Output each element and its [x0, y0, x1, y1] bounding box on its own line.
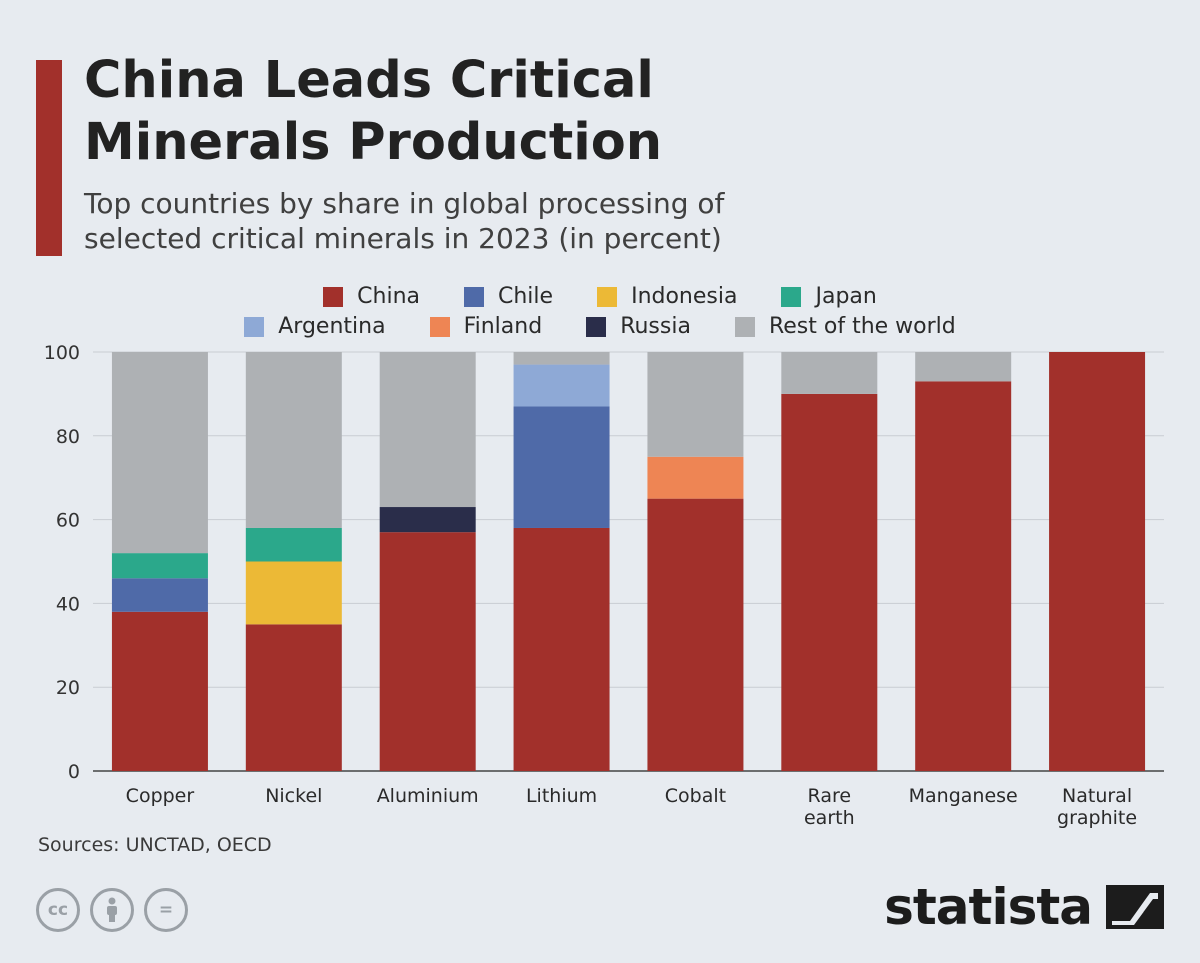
legend-item-china: China: [323, 284, 420, 309]
bar-segment: [781, 393, 878, 771]
legend-row-1: China Chile Indonesia Japan: [0, 284, 1200, 309]
legend-item-russia: Russia: [586, 314, 691, 339]
subtitle-line-2: selected critical minerals in 2023 (in p…: [84, 222, 722, 255]
legend-item-chile: Chile: [464, 284, 553, 309]
bar-segment: [245, 561, 342, 625]
legend-swatch: [464, 286, 484, 307]
statista-logo-icon: [1106, 885, 1164, 929]
bar-segment: [111, 553, 208, 579]
page-subtitle: Top countries by share in global process…: [84, 186, 1164, 256]
bar-segment: [245, 352, 342, 528]
bar-segment: [647, 456, 744, 499]
title-line-2: Minerals Production: [84, 113, 663, 172]
x-tick-label: graphite: [1057, 807, 1137, 829]
attribution-icon[interactable]: [90, 888, 134, 932]
legend-label: Chile: [498, 284, 554, 309]
y-tick-label: 40: [56, 593, 80, 615]
bar-segment: [379, 532, 476, 771]
legend-label: Finland: [463, 314, 543, 339]
legend-swatch: [781, 286, 802, 307]
legend-label: Japan: [815, 284, 877, 309]
x-tick-label: Natural: [1062, 785, 1132, 807]
legend-item-argentina: Argentina: [244, 314, 386, 339]
legend-swatch: [597, 286, 618, 307]
legend-item-indonesia: Indonesia: [597, 284, 737, 309]
bar-segment: [915, 381, 1012, 771]
legend-item-finland: Finland: [429, 314, 543, 339]
x-tick-label: Aluminium: [377, 785, 479, 807]
bar-segment: [111, 611, 208, 771]
bar-segment: [245, 527, 342, 562]
legend-swatch: [586, 316, 607, 337]
title-line-1: China Leads Critical: [84, 51, 654, 110]
y-tick-label: 20: [56, 677, 80, 699]
bar-segment: [513, 527, 610, 771]
bar-segment: [781, 352, 878, 394]
bar-segment: [513, 406, 610, 528]
x-tick-label: Cobalt: [665, 785, 726, 807]
statista-logo[interactable]: statista: [884, 878, 1164, 936]
legend-label: Rest of the world: [768, 314, 956, 339]
bar-segment: [1049, 352, 1146, 771]
x-tick-label: earth: [804, 807, 855, 829]
legend-swatch: [429, 316, 450, 337]
page-title: China Leads Critical Minerals Production: [84, 50, 1164, 174]
bar-segment: [111, 352, 208, 554]
cc-icon[interactable]: cc: [36, 888, 80, 932]
brand-wordmark: statista: [884, 878, 1093, 936]
x-tick-label: Rare: [808, 785, 852, 807]
legend-label: China: [357, 284, 420, 309]
bar-segment: [379, 352, 476, 508]
bar-segment: [379, 507, 476, 533]
legend-item-rest-of-world: Rest of the world: [734, 314, 956, 339]
person-icon: [107, 897, 117, 922]
subtitle-line-1: Top countries by share in global process…: [84, 187, 725, 220]
legend-swatch: [323, 286, 344, 307]
y-tick-label: 60: [56, 510, 80, 532]
legend-item-japan: Japan: [781, 284, 877, 309]
x-tick-label: Copper: [126, 785, 195, 807]
x-tick-label: Nickel: [265, 785, 322, 807]
legend-label: Indonesia: [631, 284, 738, 309]
bar-segment: [647, 352, 744, 457]
bar-segment: [915, 352, 1012, 382]
license-icons: cc =: [36, 888, 188, 932]
bar-segment: [111, 578, 208, 612]
x-tick-label: Manganese: [909, 785, 1018, 807]
bar-segment: [647, 498, 744, 771]
sources-note: Sources: UNCTAD, OECD: [38, 834, 272, 856]
x-tick-label: Lithium: [526, 785, 597, 807]
title-accent-bar: [36, 60, 62, 256]
bar-segment: [245, 624, 342, 771]
bar-segment: [513, 352, 610, 365]
legend-label: Argentina: [278, 314, 386, 339]
y-tick-label: 80: [56, 426, 80, 448]
legend-swatch: [244, 316, 265, 337]
bar-segment: [513, 364, 610, 407]
legend-label: Russia: [620, 314, 691, 339]
legend-swatch: [734, 316, 755, 337]
y-tick-label: 100: [44, 342, 80, 364]
no-derivatives-icon[interactable]: =: [144, 888, 188, 932]
y-tick-label: 0: [68, 761, 80, 783]
legend-row-2: Argentina Finland Russia Rest of the wor…: [0, 314, 1200, 339]
